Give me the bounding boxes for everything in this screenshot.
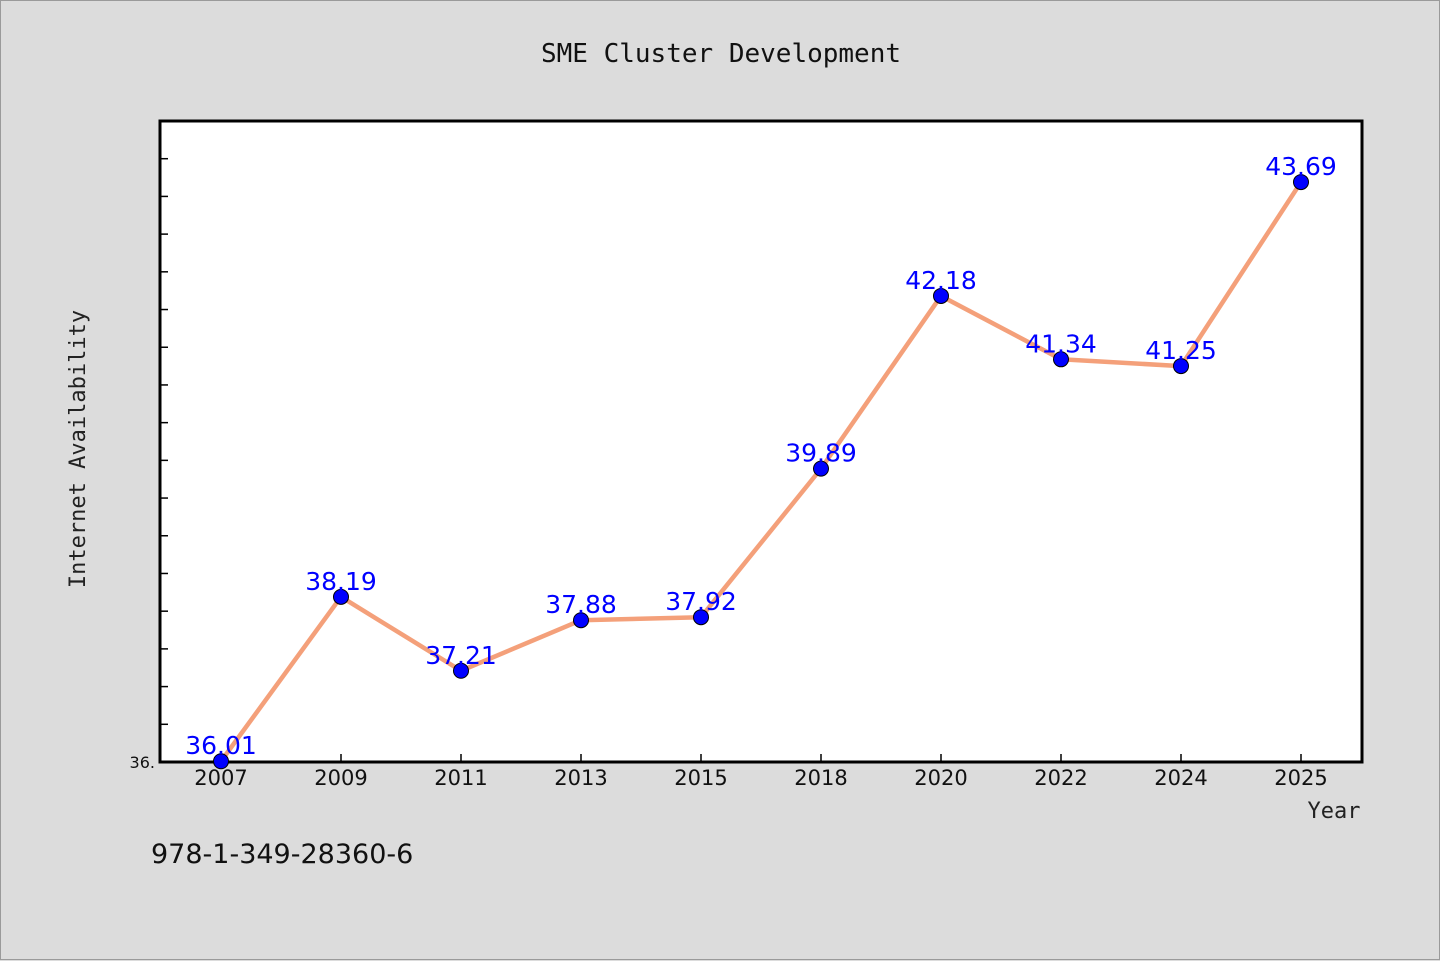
y-tick-label: 36.	[130, 753, 155, 772]
x-tick-label: 2022	[1034, 766, 1087, 790]
x-tick-label: 2011	[434, 766, 487, 790]
data-label: 42.18	[905, 266, 977, 295]
x-tick-label: 2020	[914, 766, 967, 790]
data-point	[573, 612, 589, 629]
y-axis-ticks	[160, 120, 168, 763]
data-label: 37.21	[425, 641, 497, 670]
series-markers	[213, 174, 1309, 770]
x-tick-label: 2015	[674, 766, 727, 790]
x-tick-label: 2009	[314, 766, 367, 790]
data-label: 38.19	[305, 567, 377, 596]
data-point	[1173, 358, 1189, 375]
data-point	[813, 460, 829, 477]
x-tick-label: 2007	[194, 766, 247, 790]
x-tick-label: 2025	[1274, 766, 1327, 790]
data-point	[1293, 174, 1309, 191]
x-tick-label: 2018	[794, 766, 847, 790]
data-label: 43.69	[1265, 152, 1337, 181]
data-point	[693, 609, 709, 626]
data-label: 36.01	[185, 731, 257, 760]
chart-title: SME Cluster Development	[541, 39, 901, 69]
data-labels: 36.01 38.19 37.21 37.88 37.92 39.89 42.18 41.34…	[185, 152, 1337, 760]
x-axis-label: Year	[1308, 799, 1361, 824]
x-axis-ticks: 2007 2009 2011 2013 2015 2018 2020 2022 2024 2025	[194, 754, 1328, 790]
data-label: 41.34	[1025, 329, 1097, 358]
data-point	[213, 753, 229, 770]
data-label: 41.25	[1145, 336, 1217, 365]
data-label: 37.92	[665, 587, 737, 616]
plot-area	[158, 119, 1364, 764]
y-axis-label: Internet Availability	[66, 310, 91, 588]
data-point	[453, 662, 469, 679]
isbn-text: 978-1-349-28360-6	[151, 839, 413, 870]
x-tick-label: 2013	[554, 766, 607, 790]
data-point	[933, 287, 949, 304]
data-label: 37.88	[545, 590, 617, 619]
data-label: 39.89	[785, 439, 857, 468]
x-tick-label: 2024	[1154, 766, 1207, 790]
data-point	[1053, 351, 1069, 368]
series-line	[219, 180, 1303, 763]
data-point	[333, 588, 349, 605]
